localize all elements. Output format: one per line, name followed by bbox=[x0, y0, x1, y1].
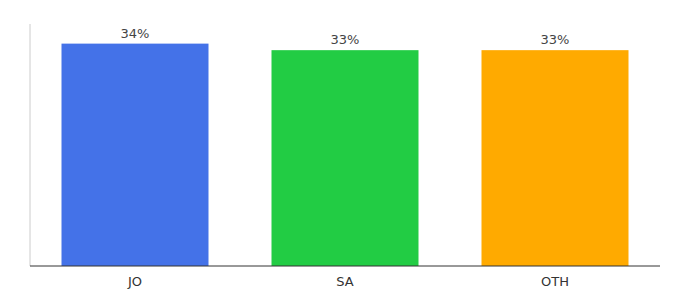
bars bbox=[62, 44, 629, 266]
x-tick-label: SA bbox=[336, 274, 353, 289]
x-axis-line bbox=[30, 266, 660, 267]
x-tick-label: OTH bbox=[541, 274, 569, 289]
bar bbox=[62, 44, 209, 266]
chart-container: JO SA OTH 34% 33% 33% bbox=[0, 0, 680, 300]
bar bbox=[272, 50, 419, 266]
data-label: 33% bbox=[541, 32, 570, 47]
y-axis-line bbox=[30, 24, 31, 266]
x-tick-label: JO bbox=[127, 274, 142, 289]
data-label: 33% bbox=[331, 32, 360, 47]
bar bbox=[482, 50, 629, 266]
chart: JO SA OTH 34% 33% 33% bbox=[0, 0, 680, 300]
data-label: 34% bbox=[121, 26, 150, 41]
